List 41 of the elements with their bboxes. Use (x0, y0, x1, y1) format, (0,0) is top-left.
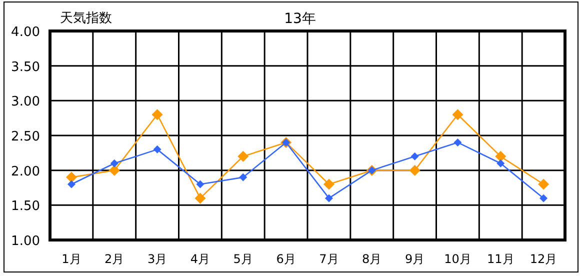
point (67, 180, 76, 188)
point (239, 173, 248, 182)
point (66, 172, 77, 183)
x-tick-label: 2月 (104, 252, 124, 266)
y-tick-label: 4.00 (11, 25, 40, 40)
x-tick-label: 9月 (404, 252, 425, 266)
point (452, 109, 464, 120)
x-tick-label: 6月 (276, 252, 296, 266)
point (324, 194, 333, 202)
point (323, 178, 334, 190)
y-tick-label: 1.00 (11, 234, 40, 249)
y-tick-label: 3.50 (11, 60, 40, 75)
point (496, 159, 505, 168)
point (454, 138, 462, 146)
x-tick-label: 1月 (62, 252, 82, 266)
point (409, 164, 420, 176)
x-tick-label: 4月 (190, 252, 210, 266)
point (153, 145, 162, 154)
x-tick-label: 3月 (147, 252, 168, 266)
point (194, 192, 206, 204)
point (410, 152, 419, 160)
point (108, 164, 120, 176)
x-tick-label: 10月 (444, 252, 472, 266)
y-tick-label: 2.00 (11, 164, 40, 180)
x-tick-label: 7月 (319, 252, 339, 266)
y-tick-label: 2.50 (11, 130, 40, 144)
point (238, 150, 249, 162)
point (538, 178, 550, 190)
x-tick-label: 12月 (530, 252, 558, 266)
y-tick-label: 1.50 (11, 199, 40, 214)
point (196, 180, 204, 188)
y-tick-label: 3.00 (11, 94, 40, 110)
y-axis-title: 天気指数 (60, 11, 112, 26)
point (110, 159, 118, 168)
chart-title: 13年 (284, 11, 316, 27)
x-tick-label: 11月 (486, 252, 514, 266)
point (540, 194, 548, 202)
point (495, 150, 506, 162)
x-tick-label: 5月 (233, 252, 253, 266)
point (152, 109, 163, 120)
x-tick-label: 8月 (362, 252, 382, 266)
